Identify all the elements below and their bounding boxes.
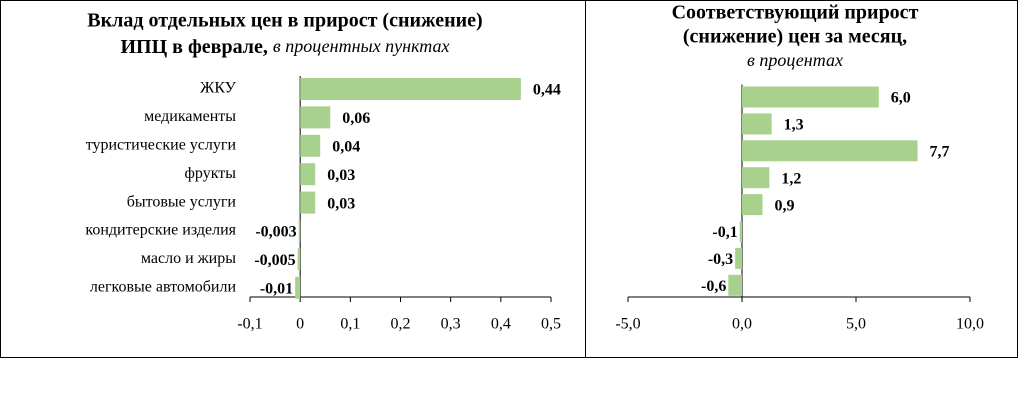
x-tick-label: 0,3 — [441, 316, 461, 333]
bar — [297, 248, 301, 271]
category-label: масло и жиры — [141, 250, 236, 267]
bar — [300, 191, 316, 214]
value-label: 0,44 — [533, 82, 561, 99]
value-label: -0,005 — [254, 252, 295, 269]
value-label: -0,003 — [255, 224, 296, 241]
bar — [300, 78, 521, 100]
bar — [742, 194, 763, 216]
x-tick-label: -0,1 — [237, 316, 262, 333]
chart-title-line2: (снижение) цен за месяц, — [683, 26, 907, 48]
category-label: туристические услуги — [86, 136, 237, 153]
x-tick-label: 0,4 — [491, 316, 511, 333]
bar — [742, 140, 918, 162]
chart-title-line2: ИПЦ в феврале, в процентных пунктах — [121, 36, 450, 58]
x-tick-label: 0,1 — [340, 316, 360, 333]
chart-title: Вклад отдельных цен в прирост (снижение) — [87, 10, 482, 32]
value-label: 1,3 — [784, 117, 804, 134]
category-label: медикаменты — [144, 108, 236, 125]
category-label: легковые автомобили — [90, 278, 237, 295]
category-label: кондитерские изделия — [85, 222, 236, 239]
value-label: 6,0 — [891, 90, 911, 107]
value-label: 1,2 — [781, 170, 801, 187]
bar — [300, 163, 316, 186]
value-label: -0,01 — [260, 280, 293, 297]
value-label: 0,04 — [332, 138, 360, 155]
x-tick-label: 0,0 — [732, 316, 752, 333]
chart-title: Соответствующий прирост — [672, 2, 919, 24]
value-label: 0,9 — [775, 197, 795, 214]
x-tick-label: -5,0 — [615, 316, 640, 333]
bar — [300, 106, 331, 129]
x-tick-label: 0,5 — [541, 316, 561, 333]
bar — [300, 134, 321, 157]
x-tick-label: 0 — [296, 316, 304, 333]
bar — [742, 113, 772, 135]
bar — [295, 276, 301, 299]
right-panel — [585, 0, 1018, 358]
x-tick-label: 5,0 — [846, 316, 866, 333]
bar — [742, 167, 770, 189]
chart-subtitle: в процентах — [747, 50, 843, 70]
value-label: -0,1 — [712, 224, 737, 241]
category-label: бытовые услуги — [127, 193, 237, 210]
category-label: фрукты — [185, 165, 237, 182]
x-tick-label: 0,2 — [391, 316, 411, 333]
x-tick-label: 10,0 — [956, 316, 984, 333]
bar — [735, 247, 742, 269]
value-label: 7,7 — [930, 143, 950, 160]
bar — [298, 220, 301, 242]
category-label: ЖКУ — [200, 80, 237, 97]
value-label: -0,3 — [708, 251, 733, 268]
value-label: 0,03 — [327, 167, 355, 184]
bar — [742, 86, 879, 108]
value-label: -0,6 — [701, 278, 726, 295]
bar — [728, 274, 742, 296]
value-label: 0,03 — [327, 195, 355, 212]
bar — [739, 221, 742, 242]
value-label: 0,06 — [342, 110, 370, 127]
